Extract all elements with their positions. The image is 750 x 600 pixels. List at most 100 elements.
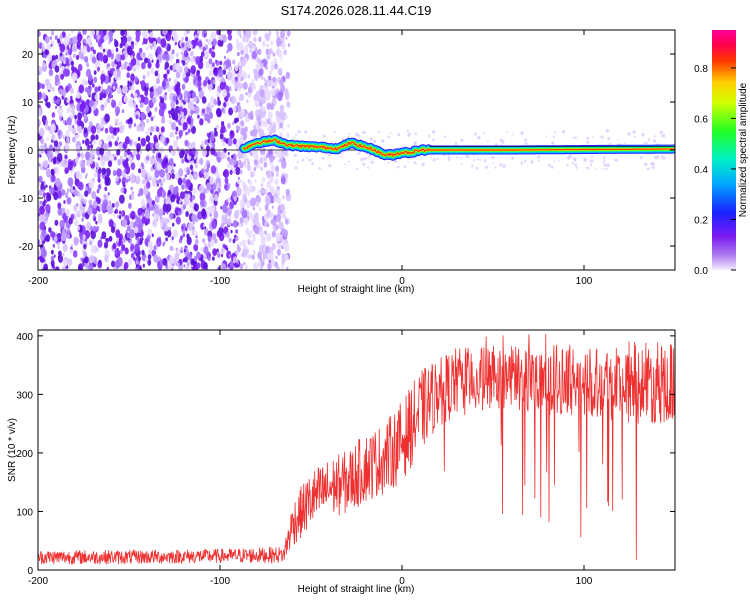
noise-blob xyxy=(124,136,130,145)
scatter-dot xyxy=(301,158,305,162)
noise-blob xyxy=(89,99,94,107)
noise-blob xyxy=(148,36,154,44)
scatter-dot xyxy=(558,159,560,162)
noise-blob xyxy=(223,101,227,108)
noise-blob xyxy=(46,43,51,51)
noise-blob xyxy=(200,51,205,58)
noise-blob xyxy=(130,252,135,259)
scatter-dot xyxy=(308,158,312,162)
noise-blob xyxy=(277,91,283,102)
noise-blob xyxy=(114,248,119,256)
noise-blob xyxy=(62,243,68,253)
noise-blob xyxy=(125,230,128,234)
noise-blob xyxy=(253,262,258,270)
noise-blob xyxy=(213,210,219,219)
noise-blob xyxy=(276,248,281,256)
noise-blob xyxy=(50,260,55,267)
noise-blob xyxy=(220,247,225,255)
noise-blob xyxy=(47,78,50,83)
colorbar: 0.0 0.2 0.4 0.6 0.8 Normalized spectral ampl… xyxy=(694,30,749,277)
noise-blob xyxy=(240,76,244,81)
noise-blob xyxy=(228,237,232,243)
noise-blob xyxy=(68,217,73,225)
noise-blob xyxy=(155,142,160,150)
scatter-dot xyxy=(460,157,462,159)
spectrogram-marks xyxy=(38,30,675,270)
noise-blob xyxy=(264,32,269,40)
noise-blob xyxy=(270,64,275,71)
noise-blob xyxy=(210,31,217,41)
noise-blob xyxy=(83,198,87,205)
noise-blob xyxy=(130,162,136,171)
noise-blob xyxy=(86,88,92,96)
noise-blob xyxy=(221,89,228,98)
noise-blob xyxy=(226,198,229,203)
noise-blob xyxy=(217,99,222,106)
noise-blob xyxy=(113,128,117,134)
noise-blob xyxy=(273,57,277,64)
noise-blob xyxy=(203,245,209,255)
noise-blob xyxy=(70,98,74,104)
noise-blob xyxy=(117,214,120,219)
noise-blob xyxy=(230,229,233,234)
noise-blob xyxy=(115,176,119,182)
noise-blob xyxy=(42,189,45,193)
noise-blob xyxy=(181,99,184,103)
scatter-dot xyxy=(387,161,390,164)
noise-blob xyxy=(280,203,285,211)
noise-blob xyxy=(152,148,156,154)
noise-blob xyxy=(186,169,191,176)
noise-blob xyxy=(237,30,242,36)
noise-blob xyxy=(48,158,52,163)
noise-blob xyxy=(47,84,52,91)
scatter-dot xyxy=(370,160,374,164)
scatter-dot xyxy=(367,166,370,169)
noise-blob xyxy=(253,36,257,43)
noise-blob xyxy=(41,83,45,90)
noise-blob xyxy=(241,239,247,247)
noise-blob xyxy=(243,217,249,226)
noise-blob xyxy=(183,50,188,58)
noise-blob xyxy=(231,77,236,85)
noise-blob xyxy=(270,88,276,97)
noise-blob xyxy=(48,126,51,131)
noise-blob xyxy=(165,173,170,181)
noise-blob xyxy=(131,194,135,200)
noise-blob xyxy=(254,212,259,220)
noise-blob xyxy=(91,134,95,140)
noise-blob xyxy=(180,246,184,252)
noise-blob xyxy=(72,125,75,129)
noise-blob xyxy=(232,106,237,113)
noise-blob xyxy=(123,95,128,103)
scatter-dot xyxy=(311,158,313,161)
noise-blob xyxy=(265,233,272,242)
noise-blob xyxy=(273,197,277,203)
noise-blob xyxy=(39,205,45,215)
noise-blob xyxy=(197,75,202,83)
noise-blob xyxy=(270,212,275,220)
noise-blob xyxy=(255,62,261,71)
noise-blob xyxy=(115,53,121,62)
noise-blob xyxy=(219,81,225,91)
noise-blob xyxy=(166,69,170,75)
noise-blob xyxy=(243,160,247,166)
noise-blob xyxy=(187,183,191,187)
scatter-dot xyxy=(387,135,391,139)
noise-blob xyxy=(187,101,194,111)
noise-blob xyxy=(226,208,232,216)
noise-blob xyxy=(54,65,60,73)
noise-blob xyxy=(233,117,238,124)
noise-blob xyxy=(190,109,194,116)
noise-blob xyxy=(192,263,199,270)
x-tick-label: 100 xyxy=(576,276,593,287)
noise-blob xyxy=(229,201,235,210)
noise-blob xyxy=(250,197,256,207)
noise-blob xyxy=(90,30,96,37)
noise-blob xyxy=(83,127,88,134)
noise-blob xyxy=(136,155,140,161)
noise-blob xyxy=(243,46,249,55)
noise-blob xyxy=(210,165,217,174)
noise-blob xyxy=(269,121,273,127)
noise-blob xyxy=(230,95,236,104)
